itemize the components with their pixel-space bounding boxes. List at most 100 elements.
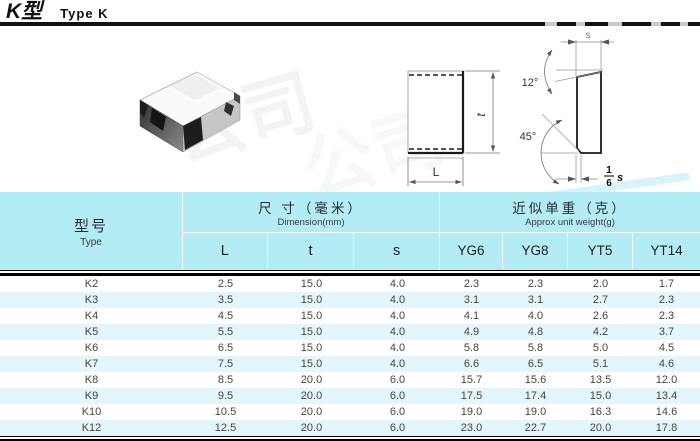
col-YG6: YG6	[440, 233, 503, 269]
col-YT5: YT5	[568, 233, 633, 269]
header-type-cn: 型号	[73, 217, 108, 235]
cell-YT5: 16.3	[589, 406, 612, 418]
cell-YG6: 6.6	[463, 358, 480, 370]
cell-YG8: 4.0	[527, 310, 544, 322]
cell-YT5: 5.0	[592, 342, 609, 354]
title-rule	[0, 22, 700, 26]
header-dimension-en: Dimension(mm)	[277, 216, 345, 228]
cell-t: 15.0	[300, 294, 323, 306]
cell-YG8: 3.1	[527, 294, 544, 306]
cell-YG8: 2.3	[527, 278, 544, 290]
table-row: K7 7.5 15.0 4.0 6.6 6.5 5.1 4.6	[0, 356, 700, 372]
page-title-en: Type K	[60, 6, 109, 21]
cell-type: K7	[84, 358, 99, 370]
isometric-insert-image	[139, 71, 241, 153]
cell-YG8: 4.8	[527, 326, 544, 338]
cell-t: 15.0	[300, 310, 323, 322]
fraction-denominator: 6	[606, 178, 612, 189]
cell-YG8: 5.8	[527, 342, 544, 354]
col-YT14: YT14	[650, 243, 683, 259]
fraction-numerator: 1	[606, 165, 612, 176]
table-row: K12 12.5 20.0 6.0 23.0 22.7 20.0 17.8	[0, 420, 700, 436]
rule-watermark-gap	[651, 21, 661, 27]
cell-L: 10.5	[214, 406, 237, 418]
table-bottom-rule	[0, 436, 700, 441]
s-dimension-label: s	[586, 30, 591, 41]
header-weight-group: 近似单重（克） Approx unit weight(g) YG6 YG8 YT…	[440, 192, 700, 270]
header-divider-rule	[0, 270, 700, 276]
cell-YG8: 6.5	[527, 358, 544, 370]
header-dimension-group: 尺 寸（毫米） Dimension(mm) L t s	[183, 192, 440, 270]
cell-s: 6.0	[389, 374, 406, 386]
cell-t: 20.0	[300, 422, 323, 434]
col-t: t	[268, 233, 355, 269]
cell-s: 4.0	[389, 326, 406, 338]
cell-L: 7.5	[217, 358, 234, 370]
cell-t: 20.0	[300, 390, 323, 402]
table-row: K9 9.5 20.0 6.0 17.5 17.4 15.0 13.4	[0, 388, 700, 404]
t-dimension-label: t	[474, 113, 488, 117]
cell-L: 6.5	[217, 342, 234, 354]
cell-YT14: 4.6	[658, 358, 675, 370]
cell-YG6: 19.0	[460, 406, 483, 418]
cell-YT5: 5.1	[592, 358, 609, 370]
cell-s: 6.0	[389, 406, 406, 418]
cell-YG8: 22.7	[524, 422, 547, 434]
cell-YG6: 15.7	[460, 374, 483, 386]
cell-L: 2.5	[217, 278, 234, 290]
col-L: L	[183, 233, 268, 269]
header-type-en: Type	[80, 236, 102, 248]
cell-type: K6	[84, 342, 99, 354]
page-title: K型 Type K	[6, 1, 109, 22]
cell-L: 5.5	[217, 326, 234, 338]
header-type-column: 型号 Type	[0, 192, 183, 270]
dimension-one-sixth-s: 1 6 s	[556, 155, 623, 189]
dimension-s: s	[561, 30, 614, 76]
cell-t: 15.0	[300, 278, 323, 290]
cell-YT5: 20.0	[589, 422, 612, 434]
table-row: K2 2.5 15.0 4.0 2.3 2.3 2.0 1.7	[0, 276, 700, 292]
table-row: K5 5.5 15.0 4.0 4.9 4.8 4.2 3.7	[0, 324, 700, 340]
cell-YT5: 2.6	[592, 310, 609, 322]
table-header: 型号 Type 尺 寸（毫米） Dimension(mm) L t s 近似单重…	[0, 192, 700, 270]
cell-YT14: 4.5	[658, 342, 675, 354]
header-dimension-label: 尺 寸（毫米） Dimension(mm)	[183, 192, 439, 233]
angle-45-label: 45°	[520, 131, 537, 143]
rule-watermark-gap	[545, 21, 557, 27]
dimension-drawing: t L s 12° 45°	[139, 30, 623, 189]
cell-type: K10	[81, 406, 102, 418]
cell-YT5: 4.2	[592, 326, 609, 338]
cell-s: 6.0	[389, 422, 406, 434]
cell-YG6: 17.5	[460, 390, 483, 402]
cell-type: K9	[84, 390, 99, 402]
cell-YG6: 5.8	[463, 342, 480, 354]
cell-YT14: 17.8	[655, 422, 678, 434]
cell-type: K4	[84, 310, 99, 322]
cell-s: 6.0	[389, 390, 406, 402]
cell-YT5: 2.7	[592, 294, 609, 306]
header-weight-label: 近似单重（克） Approx unit weight(g)	[440, 192, 700, 233]
cell-YT14: 14.6	[655, 406, 678, 418]
cell-YG6: 4.1	[463, 310, 480, 322]
cell-type: K2	[84, 278, 99, 290]
spec-table: 型号 Type 尺 寸（毫米） Dimension(mm) L t s 近似单重…	[0, 192, 700, 441]
col-YG8: YG8	[503, 233, 568, 269]
col-s: s	[393, 242, 401, 259]
cell-t: 15.0	[300, 358, 323, 370]
cell-YG6: 2.3	[463, 278, 480, 290]
cell-L: 9.5	[217, 390, 234, 402]
cell-YG8: 15.6	[524, 374, 547, 386]
cell-type: K8	[84, 374, 99, 386]
angle-12-label: 12°	[522, 77, 539, 89]
cell-YT14: 13.4	[655, 390, 678, 402]
front-view	[407, 70, 465, 159]
header-weight-en: Approx unit weight(g)	[525, 216, 615, 228]
cell-YG6: 3.1	[463, 294, 480, 306]
table-row: K10 10.5 20.0 6.0 19.0 19.0 16.3 14.6	[0, 404, 700, 420]
cell-type: K3	[84, 294, 99, 306]
cell-YG6: 23.0	[460, 422, 483, 434]
cell-YG8: 17.4	[524, 390, 547, 402]
cell-YT5: 2.0	[592, 278, 609, 290]
cell-YG6: 4.9	[463, 326, 480, 338]
